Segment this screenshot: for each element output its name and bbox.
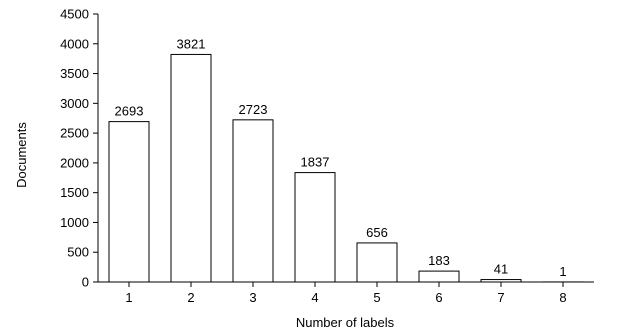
y-tick-label: 0 <box>82 275 89 290</box>
data-label: 3821 <box>177 36 206 51</box>
y-tick-label: 4500 <box>60 7 89 22</box>
y-tick-label: 500 <box>67 245 89 260</box>
data-label: 41 <box>494 262 508 277</box>
x-axis-title: Number of labels <box>296 315 395 330</box>
y-tick-label: 3000 <box>60 96 89 111</box>
data-labels: 2693 3821 2723 1837 656 183 41 1 <box>115 36 567 279</box>
x-tick-label: 7 <box>497 290 504 305</box>
y-tick-label: 1500 <box>60 185 89 200</box>
data-label: 656 <box>366 225 388 240</box>
bar <box>418 270 460 283</box>
data-label: 2693 <box>115 104 144 119</box>
x-axis: 1 2 3 4 5 6 7 8 <box>98 281 594 305</box>
x-tick-label: 8 <box>559 290 566 305</box>
x-tick-label: 4 <box>311 290 318 305</box>
x-tick-label: 5 <box>373 290 380 305</box>
data-label: 183 <box>428 253 450 268</box>
bar <box>294 172 336 283</box>
bar <box>356 242 398 283</box>
x-tick-label: 2 <box>187 290 194 305</box>
bars <box>108 53 584 283</box>
data-label: 1837 <box>301 155 330 170</box>
y-axis: 0 500 1000 1500 2000 2500 3000 3500 4000 4500 <box>60 7 99 290</box>
y-tick-label: 3500 <box>60 66 89 81</box>
data-label: 2723 <box>239 102 268 117</box>
y-tick-label: 4000 <box>60 36 89 51</box>
bar <box>170 53 212 283</box>
bar <box>108 121 150 283</box>
x-tick-label: 3 <box>249 290 256 305</box>
y-tick-label: 1000 <box>60 215 89 230</box>
bar <box>232 119 274 283</box>
x-tick-label: 6 <box>435 290 442 305</box>
y-axis-title: Documents <box>14 122 29 188</box>
bar <box>480 279 522 283</box>
data-label: 1 <box>559 264 566 279</box>
x-tick-label: 1 <box>125 290 132 305</box>
y-tick-label: 2500 <box>60 126 89 141</box>
y-tick-label: 2000 <box>60 155 89 170</box>
